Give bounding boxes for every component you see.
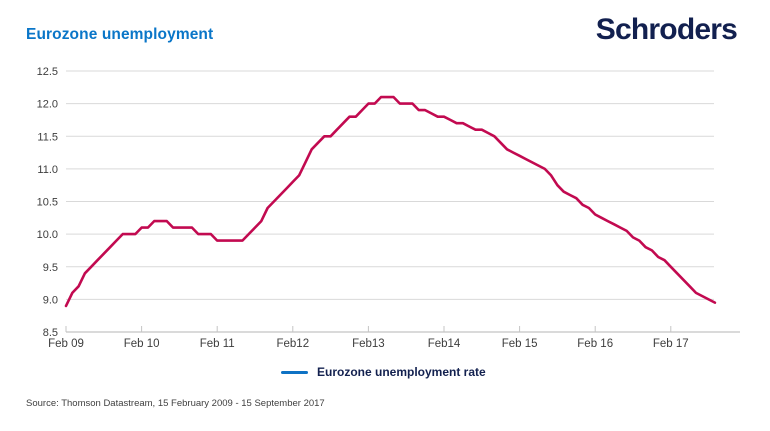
- x-axis-label: Feb14: [428, 338, 461, 350]
- y-axis-label: 9.5: [43, 262, 58, 274]
- schroders-logo: Schroders: [595, 13, 738, 46]
- x-axis-label: Feb 16: [577, 338, 613, 350]
- y-axis-label: 11.0: [37, 164, 58, 176]
- x-axis-label: Feb 17: [653, 338, 689, 350]
- legend-line-marker: [281, 370, 308, 374]
- x-axis-label: Feb 11: [200, 338, 235, 350]
- page-title: Eurozone unemployment: [26, 26, 214, 43]
- x-axis-label: Feb 15: [502, 338, 538, 350]
- x-axis-label: Feb 10: [124, 338, 160, 350]
- y-axis-label: 10.5: [37, 197, 58, 209]
- source-attribution: Source: Thomson Datastream, 15 February …: [26, 398, 325, 409]
- y-axis-label: 8.5: [43, 327, 58, 339]
- x-axis-label: Feb13: [352, 338, 385, 350]
- y-axis-label: 12.0: [37, 99, 58, 111]
- y-axis-label: 12.5: [37, 66, 58, 78]
- y-axis-label: 10.0: [37, 229, 58, 241]
- chart-legend: Eurozone unemployment rate: [281, 365, 486, 379]
- x-axis-label: Feb 09: [48, 338, 84, 350]
- unemployment-rate-line: [64, 95, 717, 308]
- y-axis-label: 9.0: [43, 294, 58, 306]
- x-axis-label: Feb12: [276, 338, 309, 350]
- y-axis-label: 11.5: [37, 131, 58, 143]
- legend-label: Eurozone unemployment rate: [317, 365, 486, 379]
